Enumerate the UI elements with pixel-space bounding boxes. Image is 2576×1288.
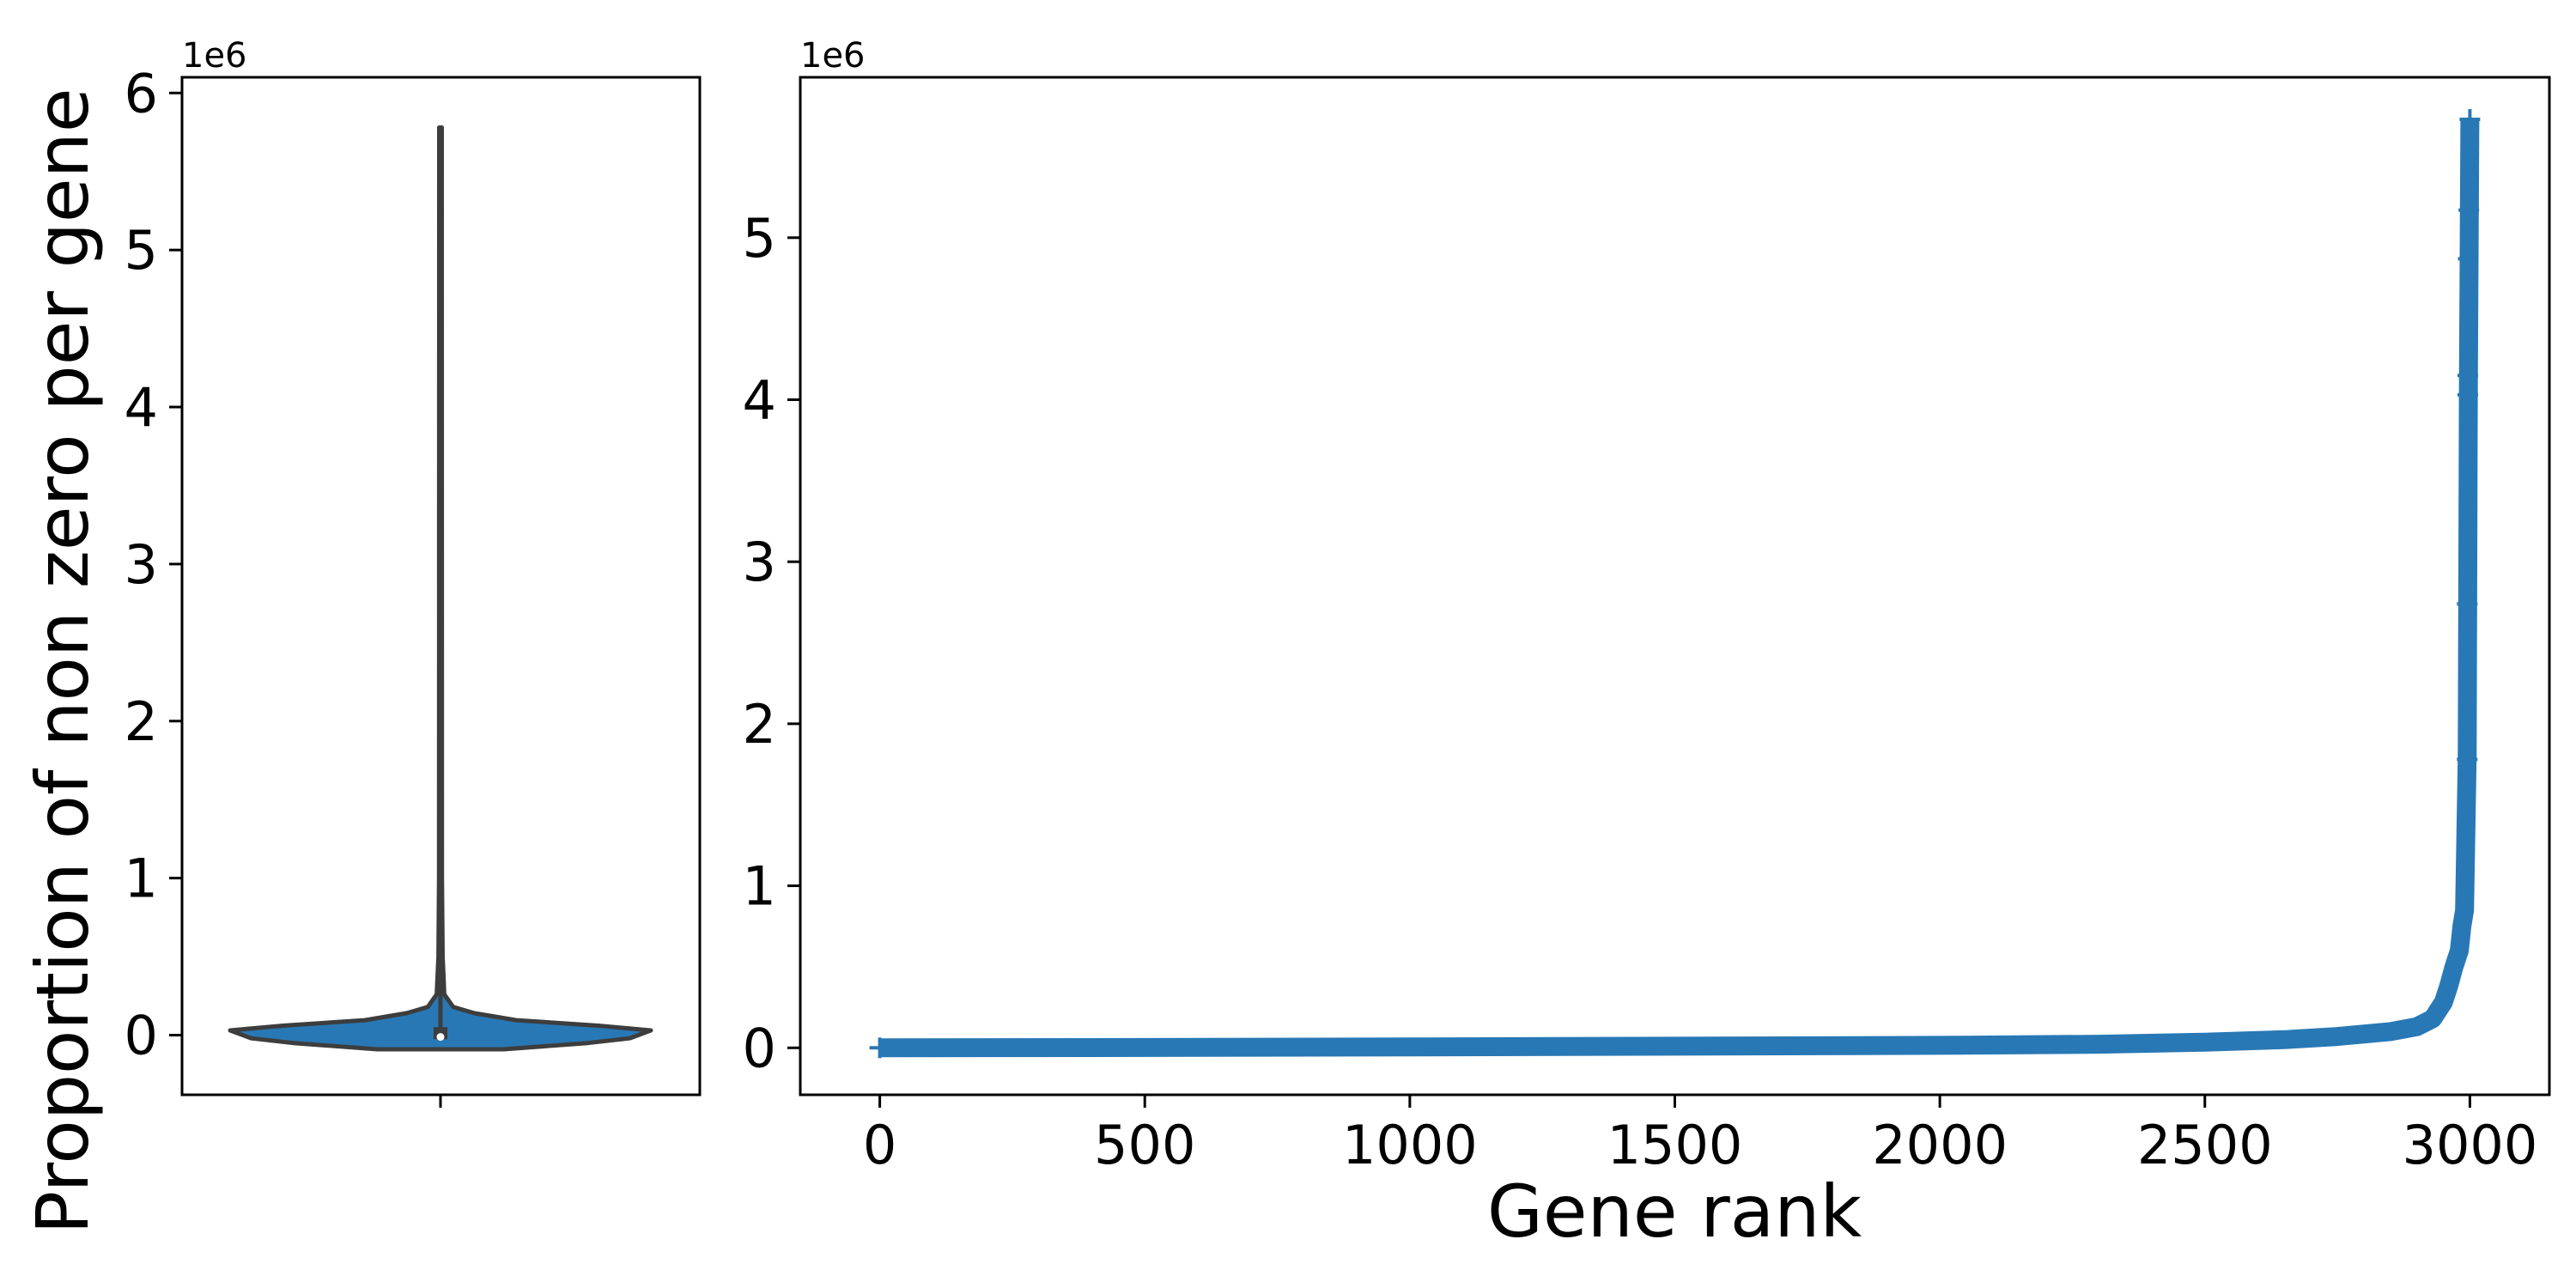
scatter-plot-area [869, 109, 2481, 1059]
scatter-x-axis-label: Gene rank [1487, 1170, 1862, 1254]
scatter-y-tick-label: 5 [743, 207, 776, 270]
scatter-rank-curve [879, 119, 2480, 1058]
scatter-outlier-marker [2457, 384, 2478, 405]
scatter-outlier-marker [2458, 199, 2480, 221]
scatter-y-ticks: 0 1 2 3 4 5 [743, 207, 800, 1079]
violin-y-tick-label: 0 [125, 1005, 158, 1067]
scatter-y-tick-label: 3 [743, 531, 776, 593]
violin-y-axis-label: Proportion of non zero per gene [21, 88, 105, 1234]
scatter-x-tick-label: 1000 [1342, 1114, 1478, 1176]
violin-panel: 0 1 2 3 4 5 6 1e6 Proportion of non zero per g… [21, 36, 702, 1235]
violin-median-dot [436, 1033, 445, 1042]
scatter-x-tick-label: 1500 [1607, 1114, 1743, 1176]
violin-y-ticks: 0 1 2 3 4 5 6 [125, 62, 182, 1067]
violin-y-tick-label: 6 [125, 62, 158, 125]
scatter-outlier-marker [2457, 749, 2478, 770]
scatter-x-tick-label: 3000 [2403, 1114, 2538, 1176]
violin-y-tick-label: 5 [125, 219, 158, 282]
violin-y-tick-label: 2 [125, 690, 158, 753]
violin-y-tick-label: 3 [125, 533, 158, 596]
scatter-x-tick-label: 2000 [1872, 1114, 2008, 1176]
violin-y-tick-label: 4 [125, 376, 158, 439]
scatter-y-tick-label: 1 [743, 855, 776, 918]
scatter-x-ticks: 0 500 1000 1500 2000 2500 3000 [863, 1095, 2537, 1176]
scatter-x-tick-label: 2500 [2137, 1114, 2273, 1176]
rank-scatter-panel: 0 1 2 3 4 5 0 500 1000 1500 2000 2500 3000 1e6 Gene… [743, 36, 2551, 1254]
violin-y-exponent: 1e6 [182, 36, 247, 76]
scatter-y-tick-label: 2 [743, 693, 776, 756]
scatter-outlier-marker [2459, 109, 2481, 131]
scatter-x-tick-label: 0 [863, 1114, 896, 1176]
scatter-y-tick-label: 0 [743, 1017, 776, 1079]
violin-plot-area [228, 125, 653, 1052]
scatter-outlier-marker [2457, 365, 2478, 386]
violin-y-tick-label: 1 [125, 848, 158, 910]
scatter-outlier-marker [2457, 593, 2478, 615]
scatter-point-marker [869, 1037, 890, 1059]
scatter-y-exponent: 1e6 [800, 36, 866, 76]
scatter-y-tick-label: 4 [743, 369, 776, 432]
scatter-x-tick-label: 500 [1094, 1114, 1195, 1176]
scatter-outlier-marker [2458, 248, 2479, 270]
scatter-axes-frame [799, 76, 2551, 1097]
